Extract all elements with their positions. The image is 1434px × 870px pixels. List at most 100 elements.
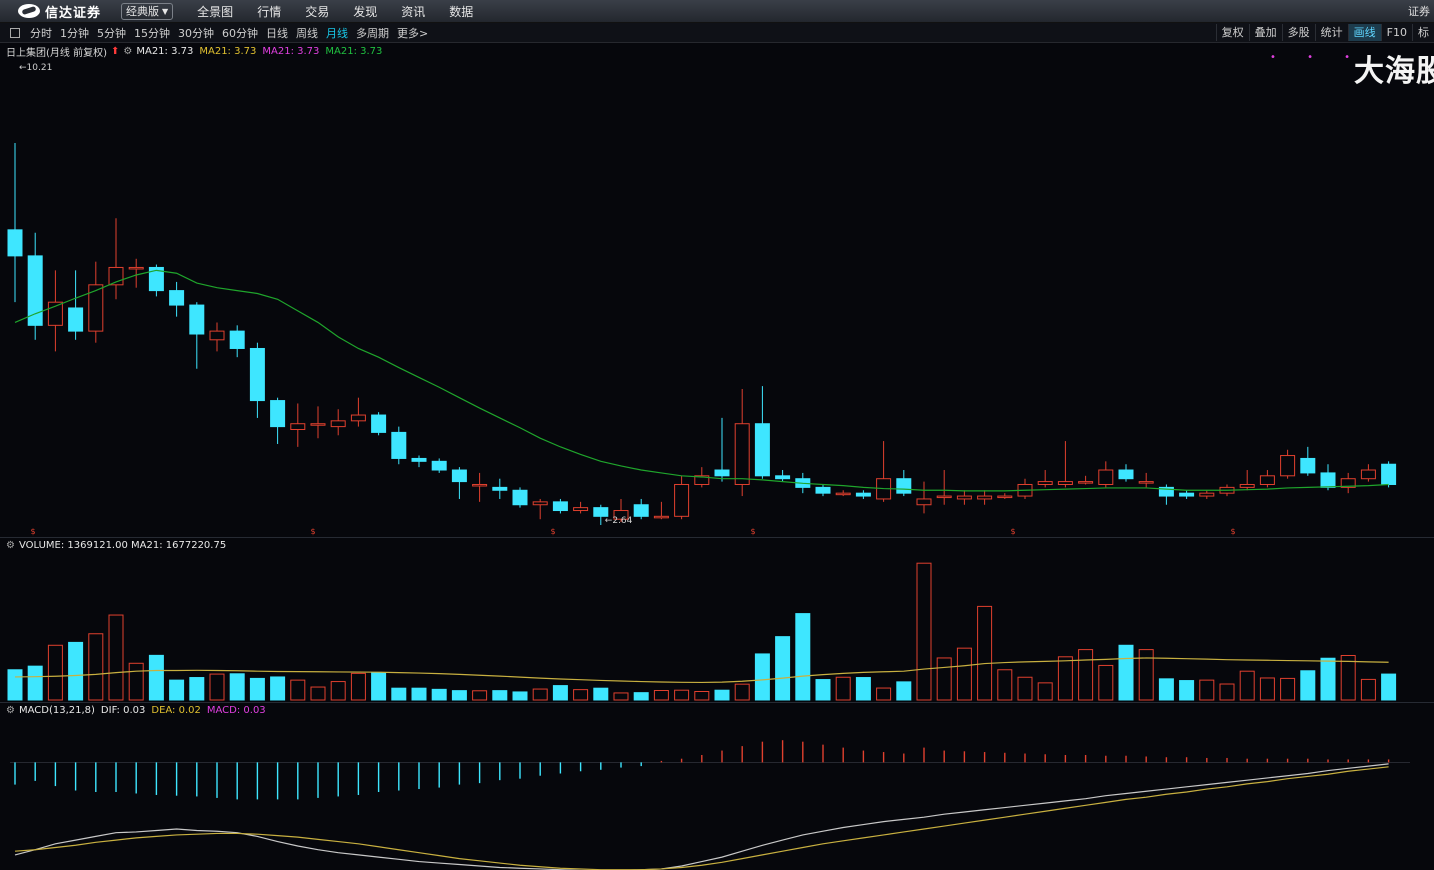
candle-body <box>189 304 205 335</box>
candle-body <box>1360 469 1376 480</box>
candle-body <box>714 469 730 477</box>
candle-body <box>472 483 488 487</box>
broker-logo[interactable]: 信达证券 <box>18 2 101 21</box>
candle-body <box>734 423 750 485</box>
volume-bar <box>148 654 164 701</box>
candle-body <box>169 290 185 306</box>
ma-magenta-value: MA21: 3.73 <box>262 45 320 57</box>
candle-body <box>956 495 972 500</box>
period-daily[interactable]: 日线 <box>266 26 288 40</box>
price-volume-divider <box>0 537 1434 538</box>
volume-bar <box>411 687 427 701</box>
candle-body <box>1199 492 1215 497</box>
macd-settings-icon[interactable]: ⚙ <box>6 705 15 716</box>
volume-bar <box>7 669 23 701</box>
candle-body <box>855 492 871 497</box>
macd-macd: MACD: 0.03 <box>206 705 266 716</box>
volume-bar <box>775 636 791 701</box>
volume-bar <box>1037 682 1053 701</box>
period-15min[interactable]: 15分钟 <box>134 26 170 40</box>
candle-body <box>835 492 851 496</box>
x-axis-marker: $ <box>550 527 555 536</box>
candle-body <box>1179 492 1195 497</box>
volume-bar <box>1098 664 1114 701</box>
volume-bar <box>653 689 669 701</box>
candle-body <box>1037 481 1053 485</box>
price-low-label: ←2.64 <box>605 516 633 526</box>
macd-indicator-bar: ⚙ MACD(13,21,8) DIF: 0.03 DEA: 0.02 MACD… <box>6 704 272 717</box>
period-weekly[interactable]: 周线 <box>296 26 318 40</box>
volume-bar <box>936 657 952 701</box>
candle-body <box>209 330 225 341</box>
x-axis-marker: $ <box>1010 527 1015 536</box>
broker-logo-text: 信达证券 <box>45 5 102 21</box>
period-intraday[interactable]: 分时 <box>30 26 52 40</box>
period-monthly[interactable]: 月线 <box>326 26 348 40</box>
candle-body <box>350 414 366 422</box>
volume-bar <box>1360 678 1376 701</box>
volume-bar <box>1300 670 1316 701</box>
candle-body <box>1239 483 1255 488</box>
period-5min[interactable]: 5分钟 <box>97 26 126 40</box>
volume-bar <box>492 690 508 701</box>
ma-yellow-value: MA21: 3.73 <box>199 45 257 57</box>
nav-trade[interactable]: 交易 <box>305 4 330 19</box>
ma21-line <box>14 269 1389 492</box>
candle-body <box>552 501 568 512</box>
volume-bar <box>593 687 609 701</box>
volume-bar <box>633 692 649 701</box>
volume-bar <box>876 687 892 701</box>
volume-bar <box>249 677 265 701</box>
edition-selector[interactable]: 经典版 ▼ <box>121 2 174 20</box>
volume-bar <box>734 683 750 701</box>
tool-overlay[interactable]: 叠加 <box>1248 24 1282 41</box>
candle-body <box>1138 481 1154 484</box>
topbar-right-label[interactable]: 证券 <box>1408 5 1430 18</box>
nav-data[interactable]: 数据 <box>449 4 474 19</box>
period-1min[interactable]: 1分钟 <box>60 26 89 40</box>
tool-statistics[interactable]: 统计 <box>1314 24 1348 41</box>
period-multi[interactable]: 多周期 <box>356 26 389 40</box>
candle-body <box>573 507 589 512</box>
nav-panorama[interactable]: 全景图 <box>197 4 234 19</box>
volume-bar <box>956 647 972 701</box>
candle-body <box>936 495 952 499</box>
layout-toggle-icon[interactable] <box>10 27 20 38</box>
candle-body <box>1078 481 1094 484</box>
candle-body <box>1320 472 1336 488</box>
tool-draw-line[interactable]: 画线 <box>1347 24 1381 41</box>
period-more[interactable]: 更多> <box>397 26 429 40</box>
volume-bar <box>431 688 447 701</box>
candle-body <box>1340 478 1356 488</box>
volume-bar <box>128 662 144 701</box>
volume-bar <box>573 689 589 701</box>
volume-bar <box>1179 680 1195 701</box>
volume-bar <box>350 672 366 701</box>
tool-mark[interactable]: 标 <box>1412 24 1434 41</box>
macd-dif-line <box>14 763 1389 870</box>
tool-multi-stock[interactable]: 多股 <box>1281 24 1315 41</box>
candle-body <box>754 423 770 477</box>
period-60min[interactable]: 60分钟 <box>222 26 258 40</box>
nav-news[interactable]: 资讯 <box>401 4 426 19</box>
volume-settings-icon[interactable]: ⚙ <box>6 540 15 551</box>
candle-body <box>128 266 144 270</box>
tool-adjust[interactable]: 复权 <box>1215 24 1249 41</box>
macd-dea: DEA: 0.02 <box>151 705 201 716</box>
candle-body <box>593 507 609 517</box>
nav-discover[interactable]: 发现 <box>353 4 378 19</box>
macd-dif: DIF: 0.03 <box>100 705 146 716</box>
candle-body <box>1057 481 1073 485</box>
volume-bar <box>47 644 63 701</box>
nav-quotes[interactable]: 行情 <box>257 4 282 19</box>
tool-f10[interactable]: F10 <box>1380 24 1412 41</box>
volume-bar <box>1199 679 1215 701</box>
indicator-settings-icon[interactable]: ⚙ <box>123 45 133 57</box>
volume-bar <box>815 679 831 701</box>
candle-body <box>391 431 407 459</box>
period-30min[interactable]: 30分钟 <box>178 26 214 40</box>
candle-body <box>371 414 387 433</box>
candle-body <box>1118 469 1134 480</box>
volume-bar <box>855 677 871 701</box>
